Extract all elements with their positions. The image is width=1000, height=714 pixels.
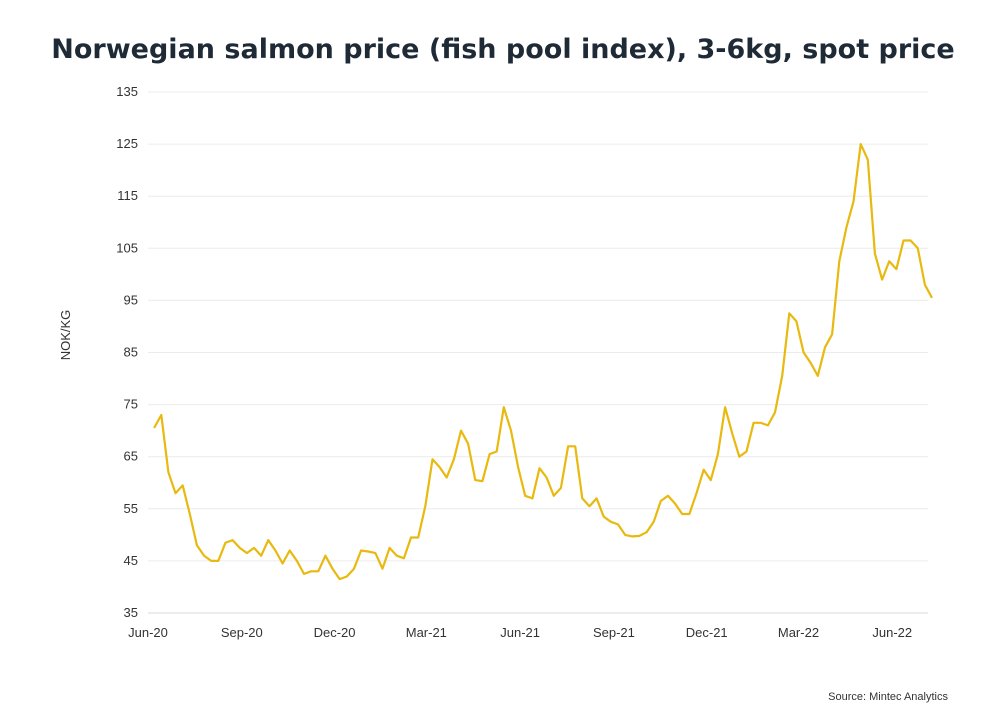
x-axis-ticks: Jun-20 Sep-20 Dec-20 Mar-21 Jun-21 Sep-21 Dec-… [128, 625, 912, 640]
y-tick-label: 125 [116, 136, 138, 151]
y-tick-label: 45 [124, 553, 138, 568]
x-tick-label: Dec-21 [686, 625, 728, 640]
y-tick-label: 105 [116, 240, 138, 255]
x-tick-label: Jun-21 [500, 625, 540, 640]
y-tick-label: 85 [124, 345, 138, 360]
chart-title: Norwegian salmon price (fish pool index)… [51, 34, 954, 65]
y-axis-label: NOK/KG [58, 310, 73, 361]
x-tick-label: Mar-22 [778, 625, 819, 640]
x-tick-label: Sep-21 [593, 625, 635, 640]
gridlines [148, 91, 928, 614]
x-tick-label: Jun-22 [872, 625, 912, 640]
y-tick-label: 35 [124, 605, 138, 620]
x-tick-label: Jun-20 [128, 625, 168, 640]
x-tick-label: Mar-21 [406, 625, 447, 640]
source-note: Source: Mintec Analytics [828, 691, 948, 703]
y-tick-label: 55 [124, 501, 138, 516]
x-tick-label: Sep-20 [221, 625, 263, 640]
series-line [153, 143, 933, 581]
y-axis-ticks: 35 45 55 65 75 85 95 105 115 125 135 [116, 84, 138, 620]
y-tick-label: 135 [116, 84, 138, 99]
y-tick-label: 65 [124, 449, 138, 464]
x-tick-label: Dec-20 [314, 625, 356, 640]
y-tick-label: 75 [124, 397, 138, 412]
y-tick-label: 95 [124, 292, 138, 307]
y-tick-label: 115 [117, 188, 138, 203]
